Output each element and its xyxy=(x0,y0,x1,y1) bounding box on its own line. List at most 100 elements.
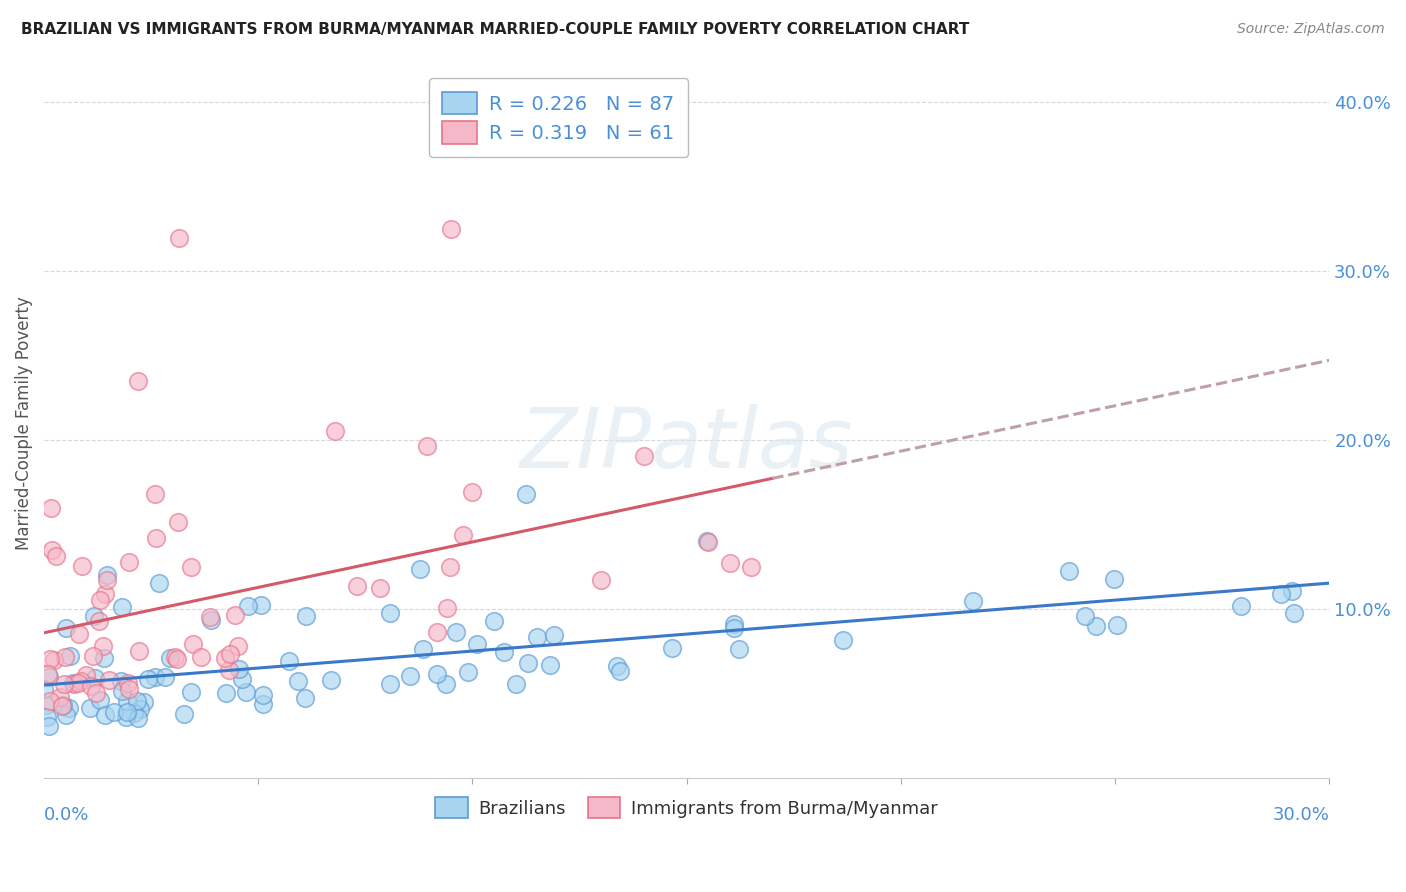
Point xyxy=(67,676,90,690)
Point xyxy=(218,663,240,677)
Point xyxy=(127,711,149,725)
Text: Source: ZipAtlas.com: Source: ZipAtlas.com xyxy=(1237,22,1385,37)
Point xyxy=(368,581,391,595)
Point xyxy=(80,679,103,693)
Point xyxy=(143,670,166,684)
Point xyxy=(42,653,65,667)
Text: ZIPatlas: ZIPatlas xyxy=(520,404,853,485)
Point xyxy=(215,686,238,700)
Point xyxy=(165,650,187,665)
Point xyxy=(1085,619,1108,633)
Point xyxy=(93,587,115,601)
Point xyxy=(89,693,111,707)
Point xyxy=(148,576,170,591)
Point xyxy=(409,562,432,576)
Point xyxy=(55,708,77,723)
Point xyxy=(153,670,176,684)
Point xyxy=(110,673,132,688)
Point xyxy=(492,645,515,659)
Point xyxy=(166,651,188,665)
Point xyxy=(69,627,91,641)
Point xyxy=(718,556,741,570)
Point xyxy=(457,665,479,680)
Point xyxy=(526,630,548,644)
Point xyxy=(444,624,467,639)
Point xyxy=(58,701,80,715)
Point xyxy=(740,559,762,574)
Point xyxy=(52,677,75,691)
Point xyxy=(1270,587,1292,601)
Point xyxy=(89,592,111,607)
Text: BRAZILIAN VS IMMIGRANTS FROM BURMA/MYANMAR MARRIED-COUPLE FAMILY POVERTY CORRELA: BRAZILIAN VS IMMIGRANTS FROM BURMA/MYANM… xyxy=(21,22,970,37)
Point xyxy=(180,685,202,699)
Point xyxy=(94,708,117,723)
Point xyxy=(128,643,150,657)
Point xyxy=(39,694,62,708)
Point xyxy=(200,614,222,628)
Point xyxy=(83,608,105,623)
Point xyxy=(38,670,60,684)
Point xyxy=(294,609,316,624)
Point xyxy=(75,668,97,682)
Point xyxy=(606,659,628,673)
Point xyxy=(37,710,59,724)
Point xyxy=(45,549,67,564)
Point xyxy=(114,709,136,723)
Point xyxy=(122,706,145,720)
Point xyxy=(439,559,461,574)
Point xyxy=(127,694,149,708)
Point xyxy=(38,651,60,665)
Point xyxy=(426,624,449,639)
Point xyxy=(1073,609,1095,624)
Point xyxy=(132,695,155,709)
Point xyxy=(84,671,107,685)
Point xyxy=(294,691,316,706)
Point xyxy=(609,664,631,678)
Point xyxy=(515,487,537,501)
Point xyxy=(543,628,565,642)
Point xyxy=(159,651,181,665)
Y-axis label: Married-Couple Family Poverty: Married-Couple Family Poverty xyxy=(15,296,32,549)
Point xyxy=(111,600,134,615)
Point xyxy=(115,705,138,719)
Point xyxy=(103,706,125,720)
Point xyxy=(325,425,347,439)
Point xyxy=(34,681,56,696)
Point xyxy=(465,637,488,651)
Point xyxy=(53,650,76,665)
Point xyxy=(55,621,77,635)
Point xyxy=(127,374,149,388)
Point xyxy=(277,654,299,668)
Point xyxy=(117,555,139,569)
Point xyxy=(39,500,62,515)
Point xyxy=(79,701,101,715)
Point xyxy=(252,697,274,711)
Point xyxy=(49,690,72,704)
Point xyxy=(380,677,402,691)
Point xyxy=(517,656,540,670)
Point xyxy=(96,573,118,587)
Point xyxy=(38,719,60,733)
Point xyxy=(399,669,422,683)
Point xyxy=(250,598,273,612)
Point xyxy=(1057,564,1080,578)
Point xyxy=(236,599,259,613)
Point xyxy=(128,702,150,716)
Point xyxy=(461,485,484,500)
Point xyxy=(70,673,93,688)
Point xyxy=(219,647,242,661)
Point xyxy=(35,698,58,712)
Point xyxy=(118,682,141,697)
Point xyxy=(484,614,506,628)
Point xyxy=(697,534,720,549)
Point xyxy=(97,673,120,688)
Point xyxy=(214,651,236,665)
Point xyxy=(228,662,250,676)
Point xyxy=(1230,599,1253,614)
Point xyxy=(321,673,343,688)
Point xyxy=(82,649,104,664)
Point xyxy=(425,666,447,681)
Point xyxy=(41,543,63,558)
Point xyxy=(180,559,202,574)
Point xyxy=(70,559,93,574)
